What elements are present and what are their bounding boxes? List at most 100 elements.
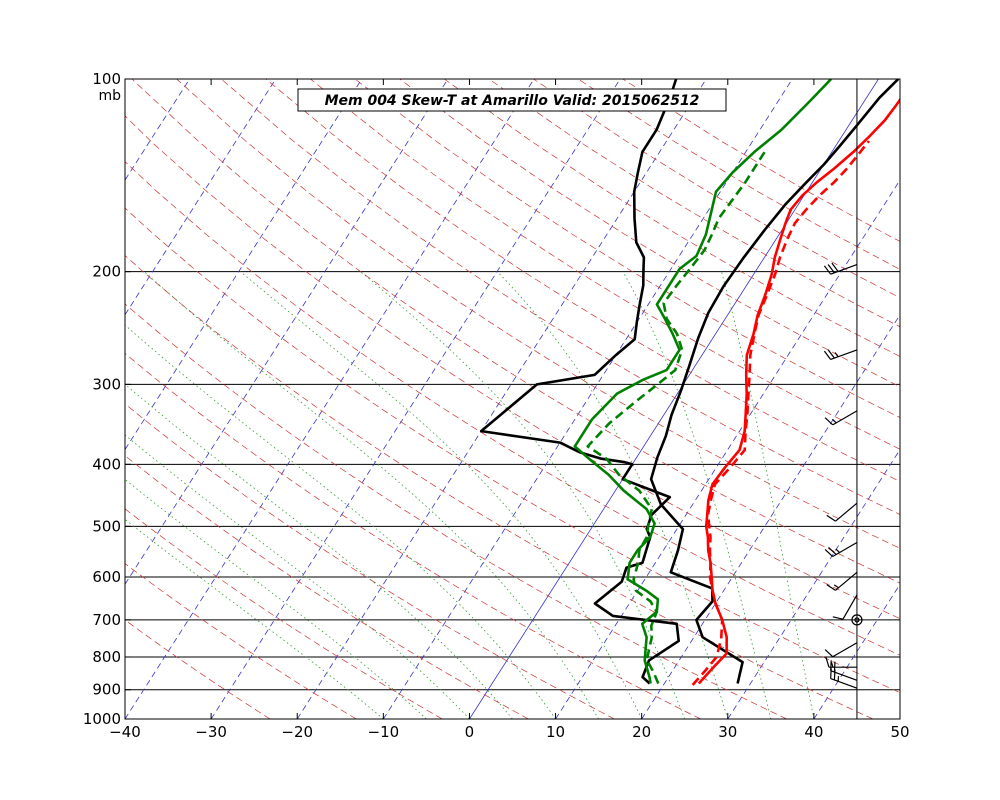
dry-adiabat-line <box>310 79 900 450</box>
wind-barb <box>823 262 858 275</box>
y-tick-label: 400 <box>92 455 121 473</box>
title-box: Mem 004 Skew-T at Amarillo Valid: 201506… <box>297 88 727 112</box>
wind-barb <box>823 349 858 361</box>
axis-ticks: −40 −30 −20 −10 0 10 20 30 40 50 100 200 300 400 500 60… <box>83 70 910 741</box>
isotherm-line <box>125 79 449 586</box>
wind-barb-flag <box>823 350 832 360</box>
wind-barb-flag <box>828 546 837 555</box>
wind-barb-flag <box>823 265 832 275</box>
dry-adiabat-line <box>131 79 900 584</box>
wind-barb-flag <box>830 660 832 671</box>
moist-adiabat-line <box>125 324 556 719</box>
x-tick-label: −10 <box>368 723 400 741</box>
profile-line-3 <box>573 79 833 684</box>
wind-barb-flag <box>825 657 830 668</box>
wind-barb-flag <box>831 262 839 272</box>
wind-barb <box>825 657 857 668</box>
dry-adiabat-line <box>125 115 900 620</box>
dry-adiabat-line <box>176 79 900 549</box>
isotherm-line <box>296 79 707 719</box>
isotherm-line <box>125 79 535 719</box>
isotherm-line <box>125 79 363 451</box>
isotherm-line <box>382 79 793 719</box>
profile-line-6 <box>691 140 871 686</box>
dry-adiabat-line <box>265 79 900 482</box>
x-tick-label: −30 <box>195 723 227 741</box>
profile-line-5 <box>697 97 900 685</box>
dry-adiabat-line <box>125 207 900 694</box>
wind-barb-half-flag <box>830 662 834 668</box>
wind-barb-flag <box>826 514 836 522</box>
moist-adiabat-line <box>125 383 513 719</box>
chart-title: Mem 004 Skew-T at Amarillo Valid: 201506… <box>325 93 700 109</box>
wind-barb <box>832 594 858 620</box>
wind-barb-flag <box>824 649 834 658</box>
dry-adiabat-line <box>125 455 529 719</box>
x-tick-label: 0 <box>465 723 475 741</box>
wind-barb-flag <box>827 264 835 274</box>
x-tick-label: 10 <box>546 723 565 741</box>
x-tick-label: 30 <box>718 723 737 741</box>
y-tick-label: 100 <box>92 70 121 88</box>
wind-barb-flag <box>824 417 834 426</box>
wind-barb-half-flag <box>834 352 839 358</box>
y-tick-label: 700 <box>92 611 121 629</box>
wind-barb <box>826 502 858 522</box>
wind-barb-half-flag <box>835 548 841 553</box>
dry-adiabat-line <box>399 79 900 388</box>
dry-adiabat-line <box>125 403 615 719</box>
wind-barb-shaft <box>830 678 858 689</box>
x-tick-label: −20 <box>281 723 313 741</box>
profile-line-2 <box>479 79 680 685</box>
moist-adiabat-line <box>125 478 427 719</box>
wind-barb-flag <box>824 548 834 557</box>
y-tick-label: 300 <box>92 375 121 393</box>
moist-adiabat-line <box>125 434 470 719</box>
wind-barb-calm <box>851 614 863 626</box>
wind-barb-shaft <box>835 502 858 522</box>
wind-barb-shaft <box>832 542 858 558</box>
profile-lines <box>479 79 900 686</box>
x-tick-label: 20 <box>632 723 651 741</box>
wind-barb-shaft <box>832 642 858 658</box>
dry-adiabat-line <box>125 352 701 719</box>
wind-barb-shaft <box>832 410 858 426</box>
moist-adiabat-line <box>721 271 815 719</box>
wind-barb-shaft <box>835 571 858 591</box>
isotherm-line <box>125 79 277 316</box>
x-tick-label: −40 <box>109 723 141 741</box>
wind-barb-flag <box>832 616 844 620</box>
dry-adiabat-line <box>125 508 443 719</box>
wind-barb-half-flag <box>833 584 839 589</box>
wind-barb-shaft <box>842 594 858 620</box>
plot-frame <box>124 78 901 720</box>
wind-barb-shaft <box>830 264 858 275</box>
dry-adiabat-line <box>444 79 900 357</box>
y-tick-label: 900 <box>92 681 121 699</box>
wind-barbs <box>823 79 863 719</box>
wind-barb <box>824 642 858 658</box>
y-tick-label: 1000 <box>83 710 121 728</box>
dry-adiabat-line <box>125 619 271 719</box>
wind-barb <box>824 410 858 426</box>
y-tick-label: 600 <box>92 568 121 586</box>
x-tick-label: 50 <box>890 723 909 741</box>
y-tick-label: 200 <box>92 263 121 281</box>
isotherm-line <box>555 179 900 719</box>
wind-barb-half-flag <box>831 418 837 424</box>
isotherm-line <box>210 79 621 719</box>
wind-barb-shaft <box>830 670 858 681</box>
dry-adiabat-line <box>125 161 900 656</box>
profile-line-4 <box>586 151 766 685</box>
dry-adiabat-line <box>125 254 874 719</box>
y-tick-label: 500 <box>92 517 121 535</box>
wind-barb-flag <box>826 584 836 591</box>
reference-lines <box>125 79 900 719</box>
isotherm-line <box>469 79 879 719</box>
wind-barb-calm <box>854 617 860 623</box>
moist-adiabat-line <box>144 271 599 719</box>
wind-barb <box>826 571 858 591</box>
moist-adiabat-line <box>622 271 772 719</box>
